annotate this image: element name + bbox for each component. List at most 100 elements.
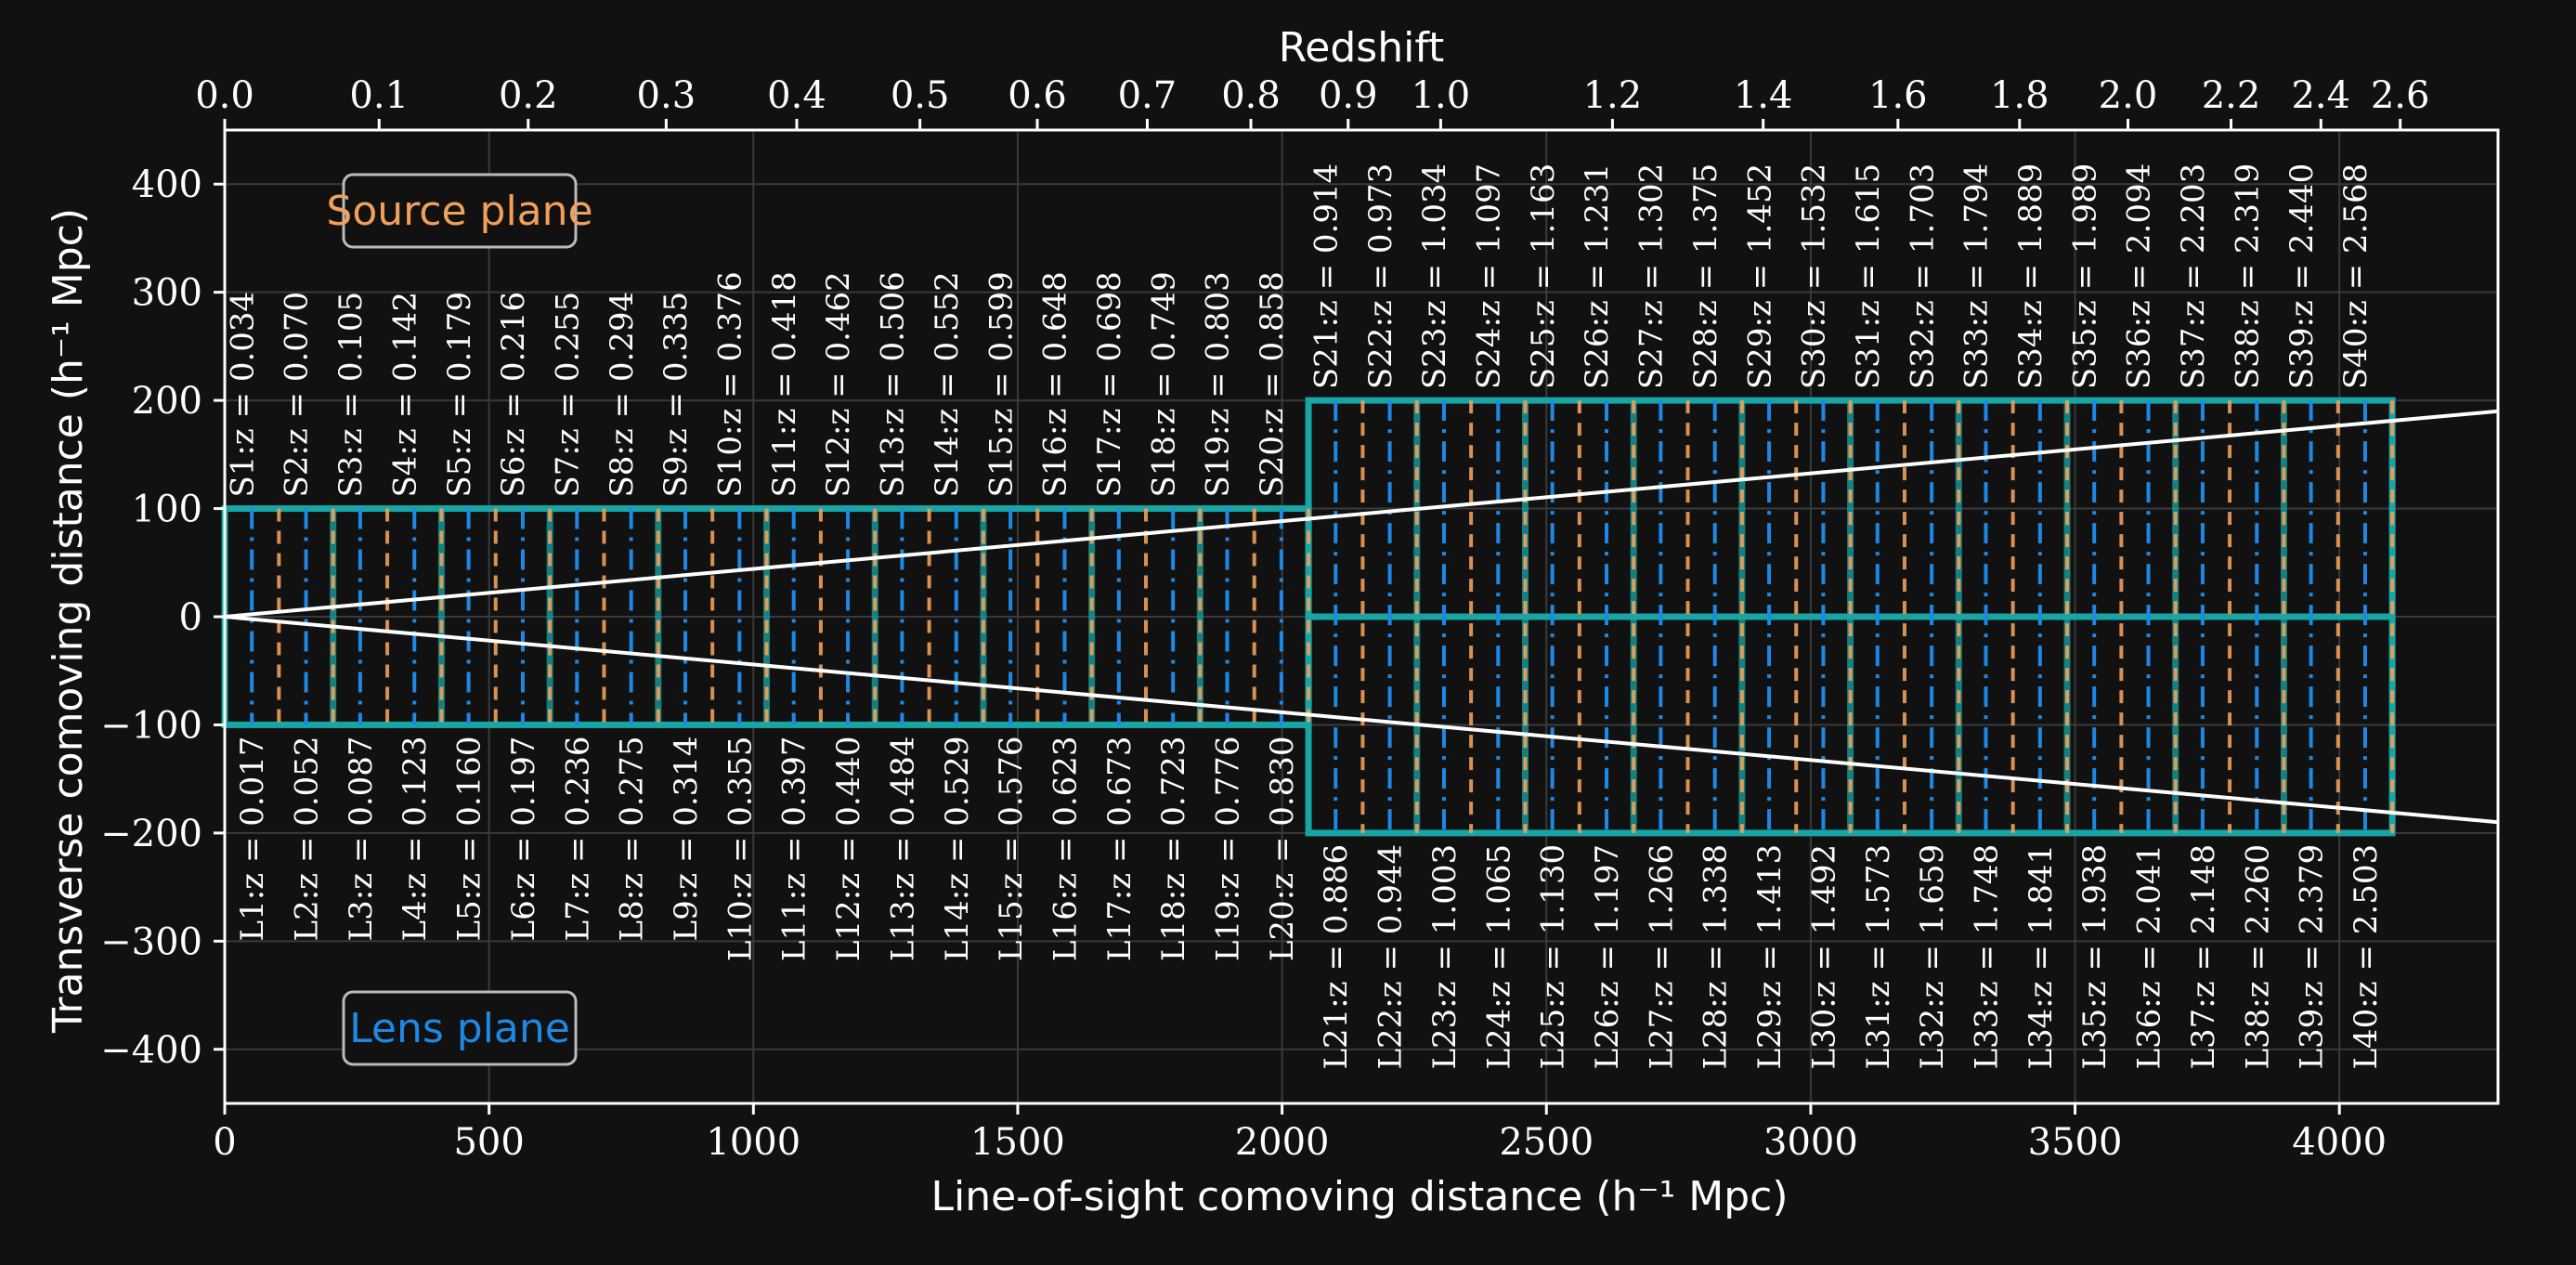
source-plane-label: S17:z = 0.698 (1091, 271, 1128, 497)
lens-plane-label: L13:z = 0.484 (884, 736, 921, 961)
x-tick-label: 500 (453, 1121, 524, 1164)
redshift-tick-label: 0.3 (637, 74, 696, 117)
redshift-tick-label: 0.2 (499, 74, 558, 117)
redshift-tick-label: 0.9 (1319, 74, 1378, 117)
source-plane-label: S27:z = 1.302 (1633, 163, 1671, 389)
lens-plane-label: L24:z = 1.065 (1480, 844, 1517, 1070)
lens-plane-label: L33:z = 1.748 (1968, 844, 2005, 1070)
lens-plane-label: L35:z = 1.938 (2076, 844, 2114, 1070)
source-plane-label: S30:z = 1.532 (1796, 163, 1833, 389)
x-tick-label: 2000 (1235, 1121, 1330, 1164)
source-plane-label: S7:z = 0.255 (549, 292, 586, 498)
y-tick-label: 0 (179, 596, 202, 639)
lens-plane-label: L31:z = 1.573 (1860, 844, 1897, 1070)
lens-plane-label: L37:z = 2.148 (2185, 844, 2222, 1070)
redshift-tick-label: 1.2 (1583, 74, 1643, 117)
axes: 0 500 1000 1500 2000 2500 3000 3500 400040030020… (100, 74, 2500, 1164)
source-plane-label: S28:z = 1.375 (1687, 163, 1724, 389)
top-axis-title: Redshift (1279, 24, 1445, 72)
redshift-tick-label: 0.1 (349, 74, 409, 117)
source-plane-label: S4:z = 0.142 (386, 292, 423, 498)
source-plane-label: S6:z = 0.216 (495, 292, 532, 498)
source-plane-label: S18:z = 0.749 (1145, 271, 1182, 497)
source-plane-label: S14:z = 0.552 (929, 271, 966, 497)
lens-plane-label: L22:z = 0.944 (1373, 844, 1410, 1070)
legend-box (342, 173, 578, 249)
lens-plane-label: L18:z = 0.723 (1155, 736, 1192, 961)
legend-label: Source plane (326, 188, 592, 235)
light-cone (224, 409, 2499, 825)
source-plane-label: S19:z = 0.803 (1200, 271, 1237, 497)
lens-plane-label: L12:z = 0.440 (830, 736, 867, 961)
y-tick-label: 400 (132, 163, 202, 206)
lens-plane-label: L26:z = 1.197 (1589, 844, 1626, 1070)
source-plane-label: S12:z = 0.462 (820, 271, 857, 497)
source-plane-label: S13:z = 0.506 (875, 271, 912, 497)
lens-plane-label: L19:z = 0.776 (1210, 736, 1247, 961)
source-plane-label: S40:z = 2.568 (2337, 163, 2374, 389)
lens-plane-label: L39:z = 2.379 (2294, 844, 2331, 1070)
redshift-tick-label: 2.4 (2291, 74, 2350, 117)
x-tick-label: 1000 (706, 1121, 800, 1164)
source-plane-label: S24:z = 1.097 (1470, 163, 1507, 389)
source-plane-label: S21:z = 0.914 (1308, 163, 1345, 389)
source-plane-label: S34:z = 1.889 (2012, 163, 2049, 389)
y-tick-label: −200 (100, 813, 202, 855)
y-tick-label: −300 (100, 920, 202, 963)
lens-plane-label: L4:z = 0.123 (397, 736, 434, 941)
lens-plane-label: L38:z = 2.260 (2239, 844, 2276, 1070)
light-cone-lower (224, 615, 2499, 825)
lens-plane-label: L28:z = 1.338 (1698, 844, 1735, 1070)
source-plane-label: S26:z = 1.231 (1579, 163, 1616, 389)
lens-plane-label: L21:z = 0.886 (1318, 844, 1355, 1070)
x-axis-title: Line-of-sight comoving distance (h⁻¹ Mpc… (930, 1173, 1788, 1220)
source-plane-label: S11:z = 0.418 (766, 271, 803, 497)
legend: Source plane Lens plane (326, 173, 593, 1066)
lens-plane-label: L8:z = 0.275 (614, 736, 651, 941)
lens-plane-label: L20:z = 0.830 (1264, 736, 1301, 961)
y-axis-title: Transverse comoving distance (h⁻¹ Mpc) (45, 208, 92, 1034)
redshift-tick-label: 0.8 (1221, 74, 1281, 117)
lens-plane-label: L25:z = 1.130 (1535, 844, 1572, 1070)
source-plane-label: S25:z = 1.163 (1525, 163, 1562, 389)
lens-plane-label: L15:z = 0.576 (993, 736, 1030, 961)
plane-labels: S1:z = 0.034 S2:z = 0.070 S3:z = 0.105 S4:z… (224, 163, 2385, 1070)
source-plane-label: S9:z = 0.335 (657, 292, 695, 498)
source-plane-label: S22:z = 0.973 (1362, 163, 1399, 389)
x-tick-label: 4000 (2292, 1121, 2387, 1164)
source-plane-label: S16:z = 0.648 (1037, 271, 1074, 497)
lens-plane-label: L1:z = 0.017 (234, 736, 271, 941)
source-plane-label: S36:z = 2.094 (2121, 163, 2158, 389)
source-plane-label: S1:z = 0.034 (224, 292, 261, 498)
lens-plane-label: L34:z = 1.841 (2023, 844, 2060, 1070)
redshift-tick-label: 2.6 (2371, 74, 2430, 117)
lens-plane-label: L3:z = 0.087 (343, 736, 380, 941)
lens-plane-label: L23:z = 1.003 (1426, 844, 1464, 1070)
light-cone-upper (224, 409, 2499, 619)
lens-plane-label: L40:z = 2.503 (2348, 844, 2385, 1070)
legend-label: Lens plane (349, 1005, 570, 1052)
source-plane-label: S3:z = 0.105 (332, 292, 370, 498)
redshift-tick-label: 1.8 (1990, 74, 2049, 117)
lens-plane-label: L9:z = 0.314 (668, 736, 705, 941)
source-plane-label: S23:z = 1.034 (1416, 163, 1453, 389)
redshift-tick-label: 0.0 (195, 74, 254, 117)
lens-plane-label: L36:z = 2.041 (2131, 844, 2168, 1070)
lens-plane-label: L11:z = 0.397 (776, 736, 813, 961)
redshift-tick-label: 2.0 (2099, 74, 2158, 117)
redshift-tick-label: 1.0 (1412, 74, 1471, 117)
redshift-tick-label: 0.6 (1008, 74, 1067, 117)
redshift-tick-label: 1.4 (1734, 74, 1793, 117)
lens-plane-label: L27:z = 1.266 (1643, 844, 1680, 1070)
legend-box (342, 990, 578, 1066)
lens-plane-label: L2:z = 0.052 (289, 736, 326, 941)
x-tick-label: 3500 (2028, 1121, 2123, 1164)
lens-plane-label: L17:z = 0.673 (1101, 736, 1138, 961)
y-tick-label: 300 (132, 272, 202, 315)
redshift-tick-label: 1.6 (1868, 74, 1928, 117)
y-tick-label: 100 (132, 489, 202, 531)
lens-plane-label: L10:z = 0.355 (722, 736, 759, 961)
lens-plane-label: L14:z = 0.529 (939, 736, 976, 961)
x-tick-label: 3000 (1763, 1121, 1858, 1164)
y-tick-label: −100 (100, 704, 202, 747)
